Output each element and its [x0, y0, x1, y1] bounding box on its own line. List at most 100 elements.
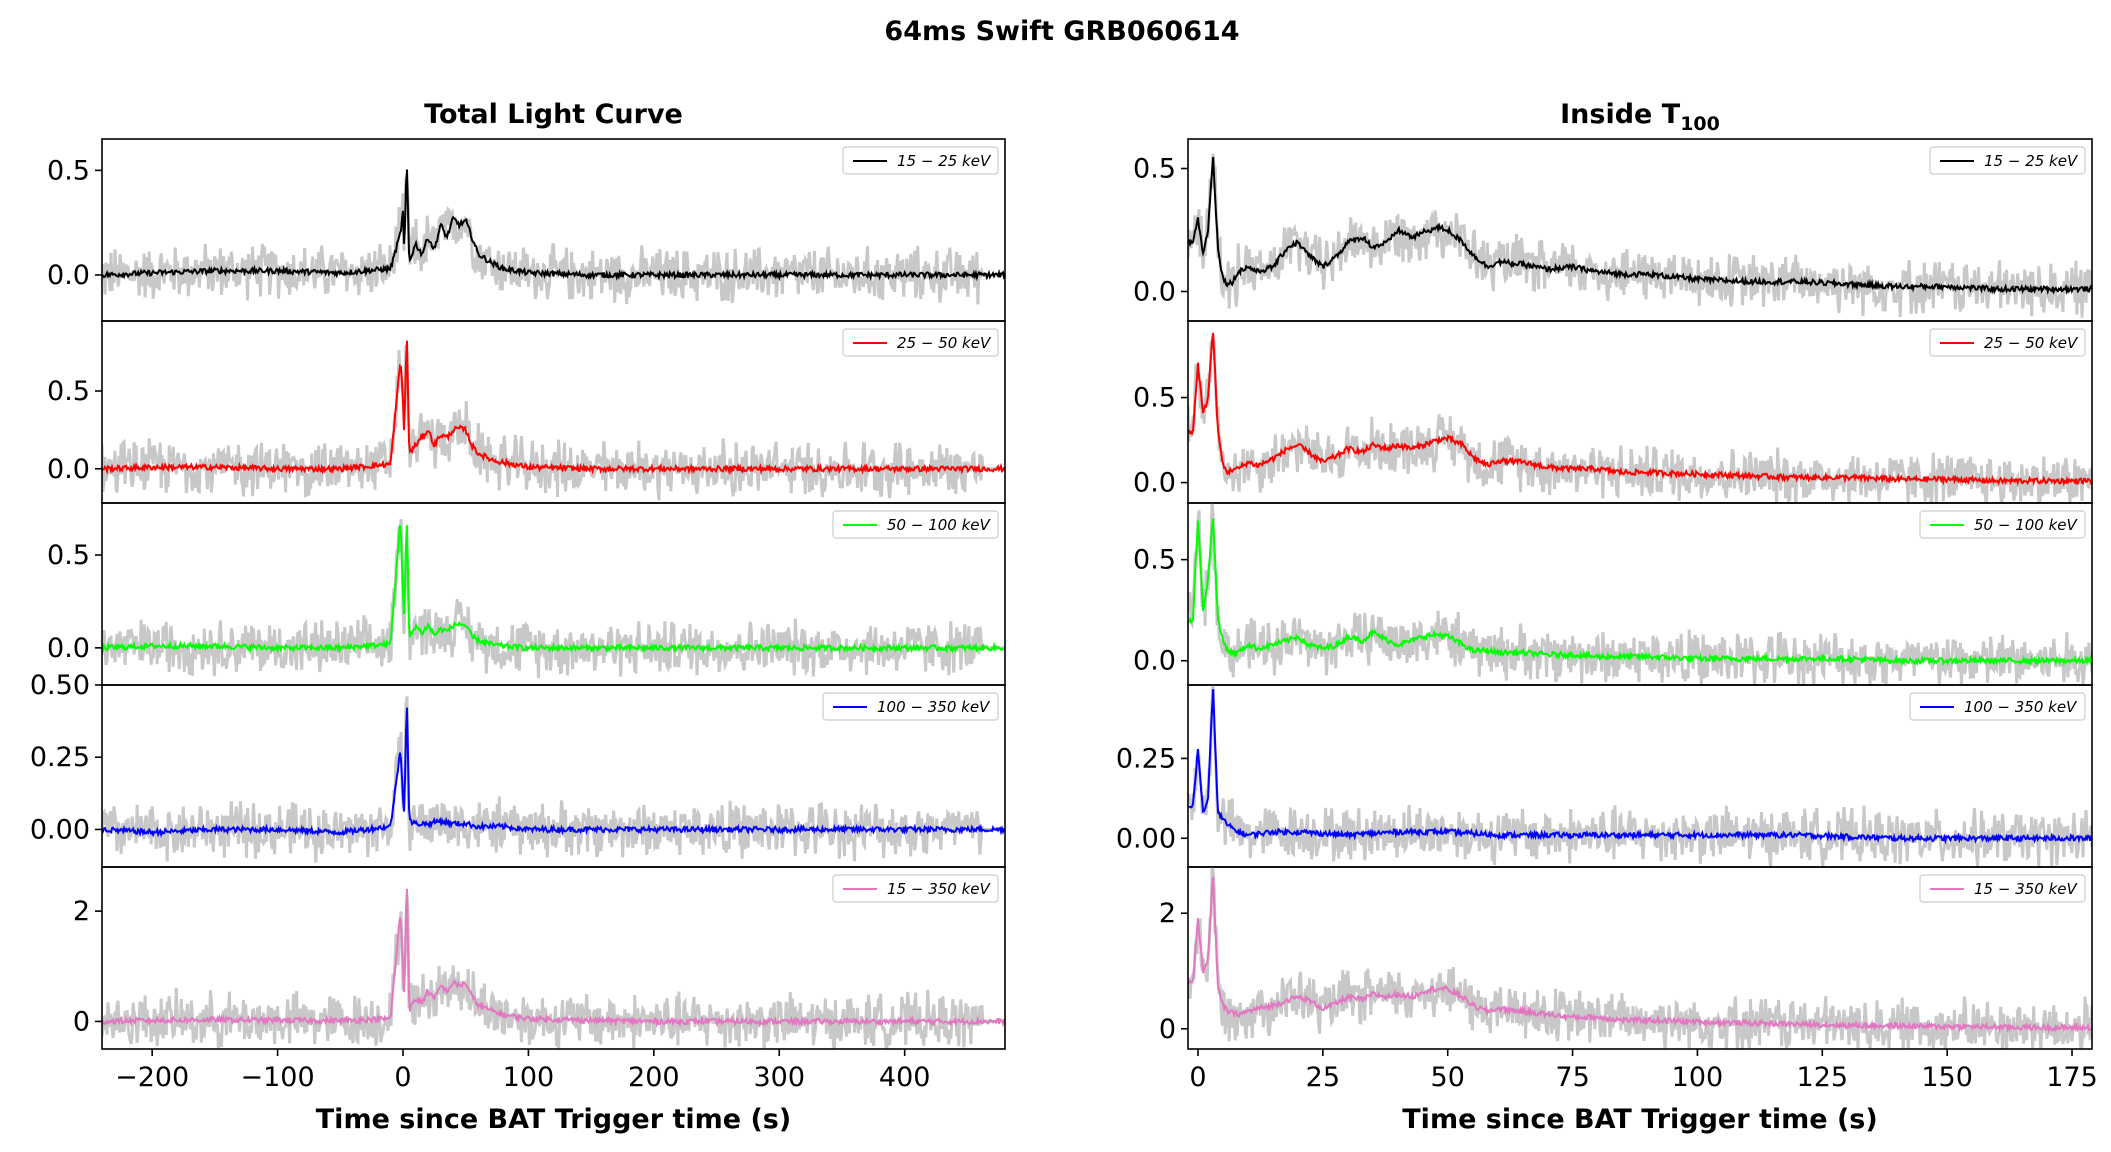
series-line [102, 888, 1005, 1028]
legend-box [1919, 874, 2086, 903]
y-tick-label: 0.5 [1133, 545, 1176, 576]
legend: 50 − 100 keV [832, 510, 999, 539]
legend-label: 50 − 100 keV [1974, 516, 2079, 534]
x-tick-label: 200 [628, 1062, 680, 1093]
legend: 25 − 50 keV [1929, 328, 2086, 357]
legend: 50 − 100 keV [1919, 510, 2086, 539]
y-tick-label: 0.25 [30, 742, 90, 773]
plot-area [1188, 685, 2092, 867]
x-tick-label: 0 [1189, 1062, 1206, 1093]
legend: 15 − 25 keV [842, 146, 999, 175]
column-title-main: Total Light Curve [424, 99, 683, 130]
series-line [102, 169, 1005, 282]
legend-label: 25 − 50 keV [897, 334, 992, 352]
column-title: Inside T100 [1560, 99, 1720, 135]
y-tick-label: 0.0 [47, 454, 90, 485]
legend: 15 − 350 keV [1919, 874, 2086, 903]
legend-label: 100 − 350 keV [877, 698, 991, 716]
legend: 15 − 25 keV [1929, 146, 2086, 175]
y-tick-label: 0.5 [47, 155, 90, 186]
x-tick-label: 100 [503, 1062, 555, 1093]
x-tick-label: −100 [240, 1062, 314, 1093]
legend-label: 15 − 25 keV [897, 152, 992, 170]
panel-frame [1187, 866, 2093, 1050]
legend: 15 − 350 keV [832, 874, 999, 903]
y-tick-label: 0.5 [1133, 154, 1176, 185]
series-line [102, 340, 1005, 476]
x-tick-label: 125 [1797, 1062, 1849, 1093]
legend-label: 15 − 350 keV [887, 880, 992, 898]
y-tick-label: 0.00 [30, 814, 90, 845]
y-tick-label: 0.0 [1133, 646, 1176, 677]
legend-box [1929, 328, 2086, 357]
legend-label: 25 − 50 keV [1984, 334, 2079, 352]
raw-counts-line [1188, 867, 2092, 1049]
raw-counts-line [102, 519, 1005, 679]
legend-label: 15 − 350 keV [1974, 880, 2079, 898]
plot-area [1188, 332, 2092, 503]
legend-label: 15 − 25 keV [1984, 152, 2079, 170]
series-line [1188, 876, 2092, 1035]
x-tick-label: 0 [394, 1062, 411, 1093]
panel-total-1: 0.0 0.5 25 − 50 keV [47, 320, 1006, 504]
panel-frame [101, 866, 1006, 1050]
panel-inside-0: 0.0 0.5 15 − 25 keV [1133, 138, 2093, 322]
x-axis-label: Time since BAT Trigger time (s) [316, 1104, 791, 1135]
plot-area [102, 340, 1005, 501]
legend-label: 50 − 100 keV [887, 516, 992, 534]
legend-box [822, 692, 999, 721]
panel-inside-2: 0.0 0.5 50 − 100 keV [1133, 502, 2093, 686]
y-tick-label: 0.5 [47, 540, 90, 571]
raw-counts-line [1188, 685, 2092, 867]
panel-total-0: 0.0 0.5 15 − 25 keV [47, 138, 1006, 322]
column-title-subscript: 100 [1680, 113, 1720, 135]
plot-area [1188, 503, 2092, 685]
x-tick-label: 300 [753, 1062, 805, 1093]
y-tick-label: 2 [1159, 898, 1176, 929]
plot-area [102, 888, 1005, 1049]
y-tick-label: 0.5 [47, 376, 90, 407]
legend-box [1909, 692, 2086, 721]
series-line [102, 524, 1005, 654]
panel-inside-4: 0 2 15 − 350 keV [1159, 866, 2093, 1056]
legend-box [832, 874, 999, 903]
y-tick-label: 0.0 [1133, 276, 1176, 307]
series-line [102, 707, 1005, 838]
legend: 100 − 350 keV [1909, 692, 2086, 721]
plot-area [102, 519, 1005, 679]
panel-total-2: 0.0 0.5 50 − 100 keV [47, 502, 1006, 686]
legend: 25 − 50 keV [842, 328, 999, 357]
x-tick-label: 50 [1431, 1062, 1465, 1093]
x-tick-label: 25 [1306, 1062, 1340, 1093]
legend-box [1919, 510, 2086, 539]
plot-area [1188, 153, 2092, 318]
x-tick-label: −200 [115, 1062, 189, 1093]
column-title-main: Inside T [1560, 99, 1681, 130]
figure-suptitle: 64ms Swift GRB060614 [884, 16, 1239, 47]
x-tick-label: 150 [1921, 1062, 1973, 1093]
raw-counts-line [102, 176, 1005, 305]
total-light-curve-column: Total Light Curve 0.0 0.5 15 − 25 keV 0.0 0.5… [30, 99, 1006, 1135]
panel-total-3: 0.00 0.25 0.50 100 − 350 keV [30, 670, 1006, 868]
x-tick-label: 75 [1555, 1062, 1589, 1093]
x-axis-label: Time since BAT Trigger time (s) [1402, 1104, 1877, 1135]
series-line [1188, 157, 2092, 296]
plot-area [1188, 867, 2092, 1049]
legend-label: 100 − 350 keV [1964, 698, 2078, 716]
y-tick-label: 0 [1159, 1014, 1176, 1045]
y-tick-label: 0.00 [1116, 823, 1176, 854]
legend-box [842, 328, 999, 357]
legend-box [842, 146, 999, 175]
y-tick-label: 0.25 [1116, 743, 1176, 774]
panel-inside-1: 0.0 0.5 25 − 50 keV [1133, 320, 2093, 504]
y-tick-label: 0 [73, 1006, 90, 1037]
series-line [1188, 689, 2092, 845]
y-tick-label: 0.0 [47, 260, 90, 291]
y-tick-label: 0.0 [47, 633, 90, 664]
column-title: Total Light Curve [424, 99, 683, 130]
series-line [1188, 332, 2092, 487]
plot-area [102, 169, 1005, 305]
raw-counts-line [102, 344, 1005, 501]
y-tick-label: 0.50 [30, 670, 90, 701]
